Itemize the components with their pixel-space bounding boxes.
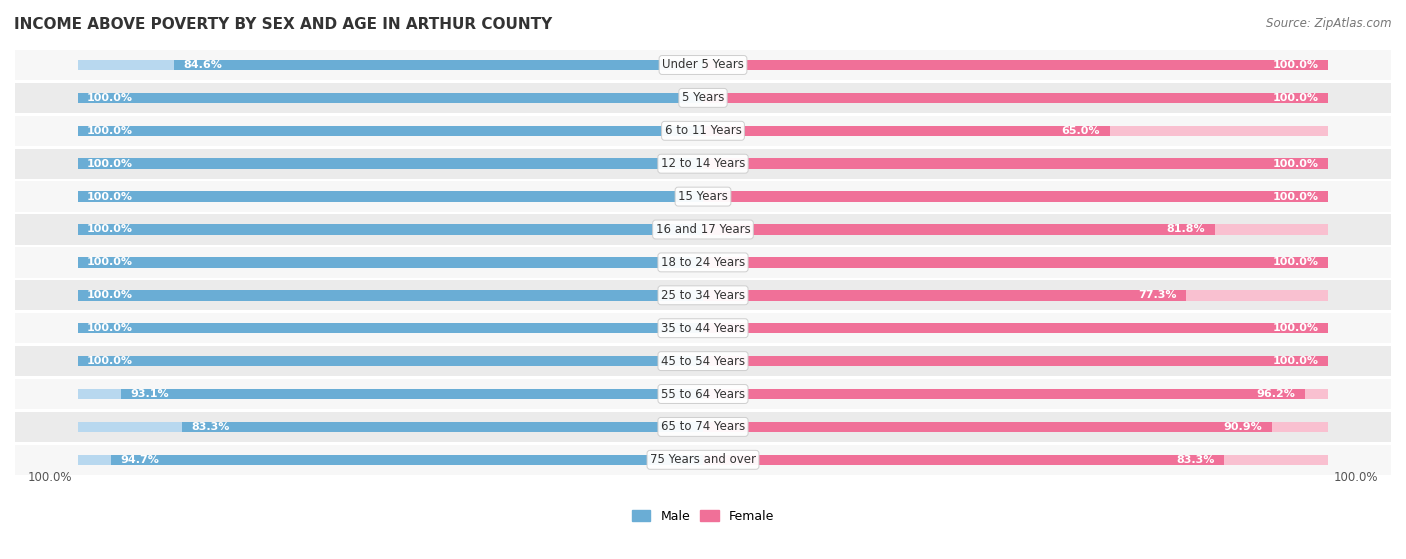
Text: 100.0%: 100.0%: [87, 356, 134, 366]
Bar: [77, 257, 703, 268]
Bar: [703, 257, 1329, 268]
Bar: [77, 60, 174, 70]
Bar: [77, 454, 111, 465]
Text: 5 Years: 5 Years: [682, 91, 724, 105]
Bar: [77, 158, 703, 169]
Text: 100.0%: 100.0%: [1272, 257, 1319, 267]
Bar: [703, 224, 1215, 235]
Text: 18 to 24 Years: 18 to 24 Years: [661, 256, 745, 269]
Bar: [77, 290, 703, 301]
Text: 93.1%: 93.1%: [131, 389, 169, 399]
Text: 100.0%: 100.0%: [87, 257, 134, 267]
Text: 100.0%: 100.0%: [87, 93, 134, 103]
Bar: [0, 412, 1406, 442]
Text: 100.0%: 100.0%: [1272, 356, 1319, 366]
Bar: [703, 454, 1225, 465]
Bar: [1225, 454, 1329, 465]
Bar: [703, 93, 1329, 103]
Text: Under 5 Years: Under 5 Years: [662, 59, 744, 72]
Text: 16 and 17 Years: 16 and 17 Years: [655, 223, 751, 236]
Text: 77.3%: 77.3%: [1139, 290, 1177, 300]
Bar: [77, 389, 121, 399]
Text: 100.0%: 100.0%: [1334, 471, 1378, 485]
Text: 100.0%: 100.0%: [28, 471, 72, 485]
Text: 25 to 34 Years: 25 to 34 Years: [661, 289, 745, 302]
Bar: [703, 191, 1329, 202]
Bar: [703, 323, 1329, 334]
Bar: [1215, 224, 1329, 235]
Bar: [181, 421, 703, 432]
Text: 84.6%: 84.6%: [183, 60, 222, 70]
Bar: [77, 191, 703, 202]
Text: 81.8%: 81.8%: [1167, 225, 1205, 234]
Bar: [77, 421, 181, 432]
Bar: [1187, 290, 1329, 301]
Bar: [77, 224, 703, 235]
Bar: [703, 290, 1187, 301]
Text: 100.0%: 100.0%: [87, 323, 134, 333]
Bar: [1305, 389, 1329, 399]
Bar: [111, 454, 703, 465]
Text: 100.0%: 100.0%: [87, 159, 134, 169]
Text: 96.2%: 96.2%: [1257, 389, 1295, 399]
Bar: [0, 214, 1406, 245]
Text: INCOME ABOVE POVERTY BY SEX AND AGE IN ARTHUR COUNTY: INCOME ABOVE POVERTY BY SEX AND AGE IN A…: [14, 17, 553, 32]
Bar: [1271, 421, 1329, 432]
Bar: [0, 83, 1406, 113]
Text: 45 to 54 Years: 45 to 54 Years: [661, 354, 745, 368]
Text: 75 Years and over: 75 Years and over: [650, 453, 756, 466]
Text: 94.7%: 94.7%: [120, 455, 159, 465]
Bar: [0, 379, 1406, 409]
Text: 6 to 11 Years: 6 to 11 Years: [665, 124, 741, 138]
Bar: [703, 158, 1329, 169]
Text: 65 to 74 Years: 65 to 74 Years: [661, 420, 745, 433]
Text: 83.3%: 83.3%: [191, 422, 229, 432]
Bar: [0, 280, 1406, 310]
Bar: [121, 389, 703, 399]
Bar: [703, 356, 1329, 366]
Bar: [0, 247, 1406, 277]
Bar: [0, 444, 1406, 475]
Text: 35 to 44 Years: 35 to 44 Years: [661, 322, 745, 335]
Bar: [77, 323, 703, 334]
Text: 100.0%: 100.0%: [1272, 93, 1319, 103]
Bar: [0, 182, 1406, 212]
Bar: [703, 60, 1329, 70]
Legend: Male, Female: Male, Female: [627, 505, 779, 528]
Text: 15 Years: 15 Years: [678, 190, 728, 203]
Text: 100.0%: 100.0%: [1272, 159, 1319, 169]
Bar: [0, 149, 1406, 179]
Bar: [0, 313, 1406, 343]
Bar: [703, 421, 1271, 432]
Text: 12 to 14 Years: 12 to 14 Years: [661, 157, 745, 170]
Bar: [77, 356, 703, 366]
Text: 65.0%: 65.0%: [1062, 126, 1099, 136]
Text: 100.0%: 100.0%: [87, 225, 134, 234]
Bar: [703, 389, 1305, 399]
Bar: [174, 60, 703, 70]
Text: Source: ZipAtlas.com: Source: ZipAtlas.com: [1267, 17, 1392, 30]
Text: 100.0%: 100.0%: [87, 192, 134, 202]
Bar: [0, 116, 1406, 146]
Bar: [1109, 126, 1329, 136]
Bar: [0, 346, 1406, 376]
Text: 100.0%: 100.0%: [1272, 60, 1319, 70]
Text: 100.0%: 100.0%: [87, 290, 134, 300]
Bar: [0, 50, 1406, 80]
Text: 83.3%: 83.3%: [1177, 455, 1215, 465]
Bar: [703, 126, 1109, 136]
Text: 100.0%: 100.0%: [1272, 192, 1319, 202]
Text: 100.0%: 100.0%: [1272, 323, 1319, 333]
Text: 90.9%: 90.9%: [1223, 422, 1263, 432]
Text: 55 to 64 Years: 55 to 64 Years: [661, 387, 745, 400]
Bar: [77, 126, 703, 136]
Text: 100.0%: 100.0%: [87, 126, 134, 136]
Bar: [77, 93, 703, 103]
